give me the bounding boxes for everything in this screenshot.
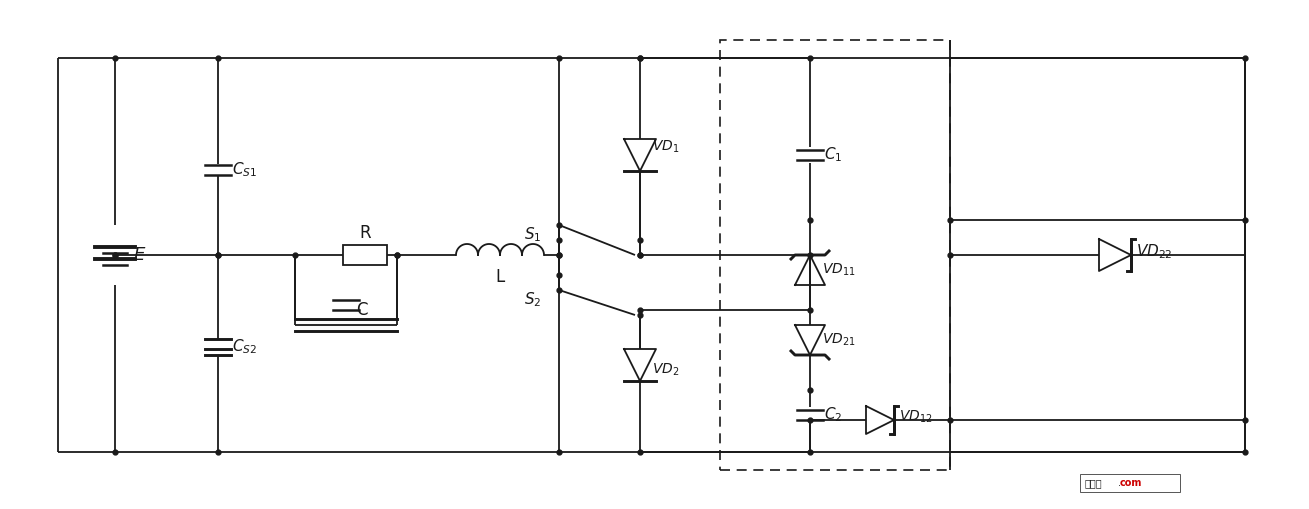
- Bar: [343, 245, 387, 265]
- Text: $C_2$: $C_2$: [823, 406, 842, 425]
- Text: $C_1$: $C_1$: [823, 146, 843, 164]
- Text: $VD_{22}$: $VD_{22}$: [1136, 243, 1173, 261]
- Text: .: .: [1118, 478, 1121, 488]
- Text: R: R: [359, 224, 370, 242]
- Text: 拨线图: 拨线图: [1085, 478, 1102, 488]
- Text: com: com: [1121, 478, 1143, 488]
- Bar: [1080, 474, 1179, 492]
- Text: $VD_{21}$: $VD_{21}$: [822, 332, 856, 348]
- Text: $VD_1$: $VD_1$: [652, 139, 679, 155]
- Text: $VD_{12}$: $VD_{12}$: [899, 409, 932, 425]
- Text: $S_1$: $S_1$: [524, 225, 542, 244]
- Text: $C_{S1}$: $C_{S1}$: [232, 161, 257, 179]
- Text: $VD_{11}$: $VD_{11}$: [822, 262, 856, 278]
- Text: L: L: [495, 268, 505, 286]
- Text: $E$: $E$: [134, 246, 147, 264]
- Text: C: C: [356, 301, 368, 319]
- Text: $VD_2$: $VD_2$: [652, 362, 679, 378]
- Text: $S_2$: $S_2$: [524, 291, 542, 309]
- Text: $C_{S2}$: $C_{S2}$: [232, 337, 257, 356]
- Bar: [720, 40, 950, 470]
